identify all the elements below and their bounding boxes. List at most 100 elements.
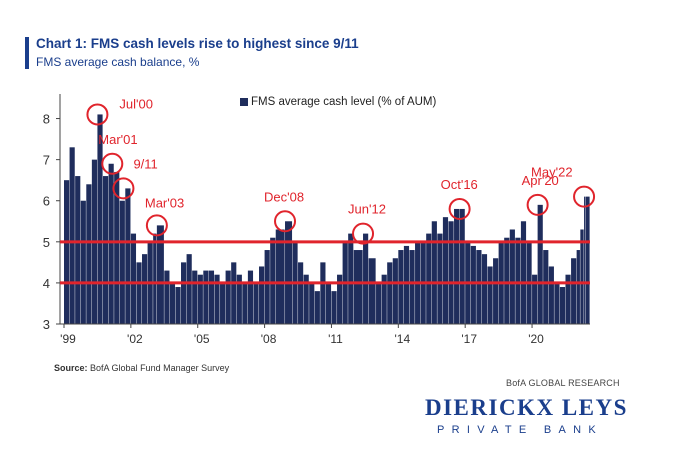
data-bar <box>442 217 449 324</box>
data-bar <box>487 266 493 324</box>
data-bar <box>325 282 332 324</box>
data-bar <box>331 291 337 324</box>
source-text: BofA Global Fund Manager Survey <box>90 363 230 373</box>
data-bar <box>493 258 499 324</box>
data-bar <box>103 176 109 324</box>
x-tick-label: '11 <box>328 332 343 346</box>
annotation-label: Mar'03 <box>145 195 184 210</box>
data-bar <box>75 176 81 324</box>
data-bar <box>285 221 293 324</box>
annotation-circle <box>86 103 109 126</box>
data-bar <box>164 270 170 324</box>
data-bar <box>208 270 215 324</box>
data-bar <box>69 147 75 324</box>
data-bar <box>97 114 103 324</box>
chart-title: Chart 1: FMS cash levels rise to highest… <box>36 36 359 51</box>
y-tick-label: 3 <box>43 317 50 332</box>
y-tick-label: 8 <box>43 112 50 127</box>
data-bar <box>64 180 70 324</box>
logo-tagline: PRIVATE BANK <box>436 424 604 436</box>
y-tick-label: 4 <box>43 276 50 291</box>
data-bar <box>203 270 209 324</box>
data-bar <box>314 291 320 324</box>
y-tick-label: 6 <box>43 194 50 209</box>
data-bar <box>197 274 203 324</box>
data-bar <box>169 282 176 324</box>
annotation-label: May'22 <box>531 165 573 180</box>
x-tick-label: '14 <box>395 332 411 346</box>
legend-label: FMS average cash level (% of AUM) <box>251 96 437 108</box>
data-bar <box>376 282 382 324</box>
data-bar <box>454 208 460 324</box>
chart-legend: FMS average cash level (% of AUM) <box>240 96 436 108</box>
data-bar <box>437 233 443 324</box>
data-bar <box>130 233 137 324</box>
data-bar <box>392 258 398 324</box>
data-bar <box>225 270 231 324</box>
data-bar <box>585 196 590 324</box>
data-bar <box>175 287 181 324</box>
data-bar <box>309 282 315 324</box>
data-bar <box>181 262 187 324</box>
source-label: Source: <box>54 363 88 373</box>
data-bar <box>431 221 437 324</box>
data-bar <box>320 262 326 324</box>
data-bar <box>554 282 560 324</box>
data-bar <box>337 274 343 324</box>
data-bar <box>504 237 510 324</box>
annotation-label: Dec'08 <box>264 189 304 204</box>
annotation-circle <box>352 222 375 245</box>
x-tick-label: '99 <box>60 332 76 346</box>
data-bar <box>537 204 543 324</box>
data-bar <box>114 171 120 324</box>
data-bar <box>470 245 476 324</box>
data-bar <box>119 200 125 324</box>
annotation-label: Mar'01 <box>98 132 137 147</box>
data-bar <box>459 208 465 324</box>
logo-wordmark: DIERICKX LEYS <box>425 395 628 420</box>
data-bar <box>348 233 354 324</box>
annotation-circle <box>112 177 135 200</box>
source-note: Source: BofA Global Fund Manager Survey <box>54 363 229 373</box>
annotation-circle <box>145 214 168 237</box>
research-credit: BofA GLOBAL RESEARCH <box>506 378 620 388</box>
x-tick-label: '08 <box>261 332 277 346</box>
annotation-label: Jun'12 <box>348 202 386 217</box>
chart-subtitle: FMS average cash balance, % <box>36 55 200 69</box>
x-tick-label: '20 <box>528 332 544 346</box>
annotation-circle <box>526 193 549 216</box>
data-bar <box>186 254 192 324</box>
y-tick-label: 7 <box>43 153 50 168</box>
data-bar <box>125 188 131 324</box>
data-bar <box>548 266 554 324</box>
data-bar <box>156 225 164 324</box>
x-tick-label: '17 <box>461 332 477 346</box>
data-bar <box>571 258 577 324</box>
data-bar <box>136 262 142 324</box>
data-bar <box>476 250 482 324</box>
data-bar <box>264 250 270 324</box>
data-bar <box>559 287 566 324</box>
data-bar <box>298 262 304 324</box>
title-accent-bar <box>25 37 29 69</box>
data-bar <box>259 266 265 324</box>
data-bar <box>192 270 198 324</box>
data-bar <box>242 282 248 324</box>
annotation-circle <box>573 185 596 208</box>
data-bar <box>220 282 226 324</box>
data-bar <box>532 274 538 324</box>
data-bar <box>236 274 242 324</box>
data-bar <box>142 254 148 324</box>
data-bar <box>153 233 157 324</box>
data-bar <box>368 258 376 324</box>
data-bar <box>353 250 363 324</box>
data-bar <box>247 270 254 324</box>
data-bar <box>520 221 527 324</box>
data-bar <box>565 274 571 324</box>
data-bar <box>80 200 86 324</box>
data-bar <box>576 250 580 324</box>
data-bar <box>584 196 586 324</box>
data-bar <box>108 163 114 324</box>
data-bar <box>580 229 584 324</box>
